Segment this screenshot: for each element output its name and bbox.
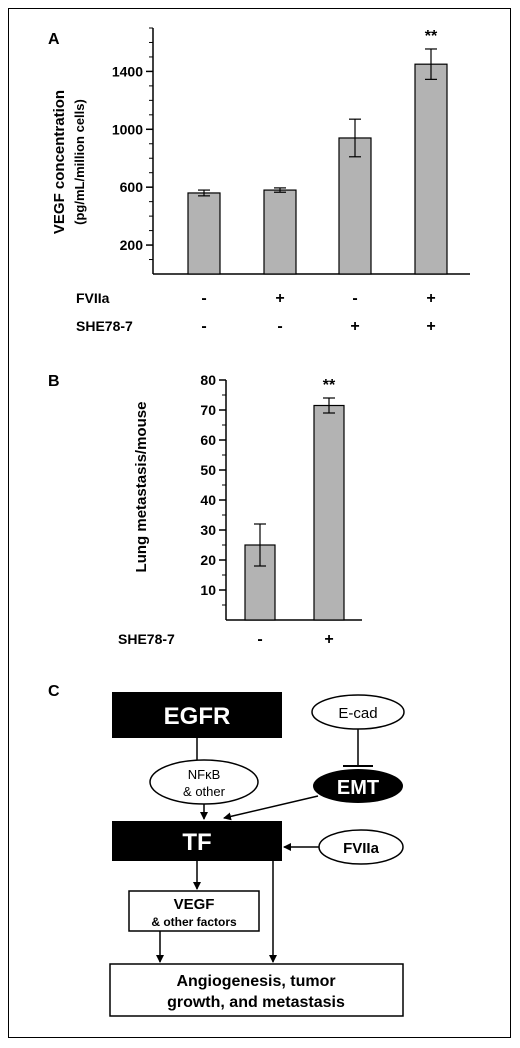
panel-a-significance-label: ** bbox=[425, 28, 438, 45]
b-she-1: - bbox=[257, 631, 262, 648]
a-fviia-4: + bbox=[426, 290, 435, 307]
panel-b-y-tick-label: 20 bbox=[200, 552, 216, 568]
panel-a-bar bbox=[338, 137, 372, 275]
vegf-box: VEGF & other factors bbox=[128, 890, 260, 932]
ecad-node: E-cad bbox=[311, 694, 405, 730]
panel-a-ylabel-line1: VEGF concentration bbox=[51, 90, 68, 234]
outcome-box: Angiogenesis, tumor growth, and metastas… bbox=[109, 963, 404, 1017]
egfr-box: EGFR bbox=[112, 692, 282, 738]
panel-b-y-tick-label: 40 bbox=[200, 492, 216, 508]
panel-b-significance-label: ** bbox=[323, 377, 336, 394]
a-she-1: - bbox=[201, 318, 206, 335]
a-she-2: - bbox=[277, 318, 282, 335]
panel-b-row-label: SHE78-7 bbox=[118, 631, 175, 647]
a-fviia-1: - bbox=[201, 290, 206, 307]
panel-a-y-tick-label: 600 bbox=[120, 179, 144, 195]
panel-b-ylabel: Lung metastasis/mouse bbox=[133, 402, 150, 573]
panel-b-y-tick-label: 80 bbox=[200, 372, 216, 388]
figure-frame bbox=[8, 8, 511, 1038]
emt-to-tf-arrow bbox=[223, 795, 319, 821]
nfkb-label-line1: NFκB bbox=[188, 767, 221, 782]
panel-a-bar bbox=[263, 189, 297, 275]
panel-b-y-tick-label: 10 bbox=[200, 582, 216, 598]
fviia-label: FVIIa bbox=[343, 840, 380, 857]
panel-b-y-tick-label: 60 bbox=[200, 432, 216, 448]
a-she-3: + bbox=[350, 318, 359, 335]
panel-a-y-tick-label: 200 bbox=[120, 237, 144, 253]
emt-node: EMT bbox=[313, 769, 403, 803]
panel-a-row-values: - + - + - - + + bbox=[201, 290, 435, 335]
outcome-label-line2: growth, and metastasis bbox=[167, 994, 345, 1011]
b-she-2: + bbox=[324, 631, 333, 648]
ecad-label: E-cad bbox=[338, 705, 377, 722]
vegf-label-line1: VEGF bbox=[174, 896, 215, 913]
panel-c-letter: C bbox=[48, 683, 60, 700]
panel-b-bar bbox=[313, 404, 345, 621]
panel-b-chart: 10 20 30 40 50 60 70 80 ** bbox=[200, 372, 362, 621]
outcome-label-line1: Angiogenesis, tumor bbox=[176, 973, 335, 990]
nfkb-node: NFκB & other bbox=[149, 759, 259, 805]
panel-a-row-label-she78: SHE78-7 bbox=[76, 318, 133, 334]
egfr-label: EGFR bbox=[164, 703, 231, 730]
panel-a-ylabel: VEGF concentration (pg/mL/million cells) bbox=[51, 90, 87, 234]
vegf-label-line2: & other factors bbox=[151, 915, 237, 929]
panel-a-letter: A bbox=[48, 31, 60, 48]
tf-box: TF bbox=[112, 821, 282, 861]
a-fviia-2: + bbox=[275, 290, 284, 307]
emt-label: EMT bbox=[337, 777, 379, 799]
a-fviia-3: - bbox=[352, 290, 357, 307]
panel-a-chart: 200 600 1000 1400 ** bbox=[112, 27, 470, 275]
panel-b-y-tick-label: 70 bbox=[200, 402, 216, 418]
panel-b-y-tick-label: 30 bbox=[200, 522, 216, 538]
panel-b-letter: B bbox=[48, 373, 60, 390]
panel-a-y-tick-label: 1000 bbox=[112, 121, 143, 137]
inhibition-edge bbox=[343, 729, 373, 767]
panel-a-row-label-fviia: FVIIa bbox=[76, 290, 110, 306]
fviia-node: FVIIa bbox=[318, 829, 404, 865]
panel-a-bar bbox=[187, 192, 221, 275]
tf-label: TF bbox=[182, 829, 211, 856]
panel-b-y-tick-label: 50 bbox=[200, 462, 216, 478]
a-she-4: + bbox=[426, 318, 435, 335]
panel-a-y-tick-label: 1400 bbox=[112, 63, 143, 79]
nfkb-label-line2: & other bbox=[183, 784, 226, 799]
panel-a-ylabel-line2: (pg/mL/million cells) bbox=[72, 99, 87, 225]
panel-a-bar bbox=[414, 63, 448, 275]
